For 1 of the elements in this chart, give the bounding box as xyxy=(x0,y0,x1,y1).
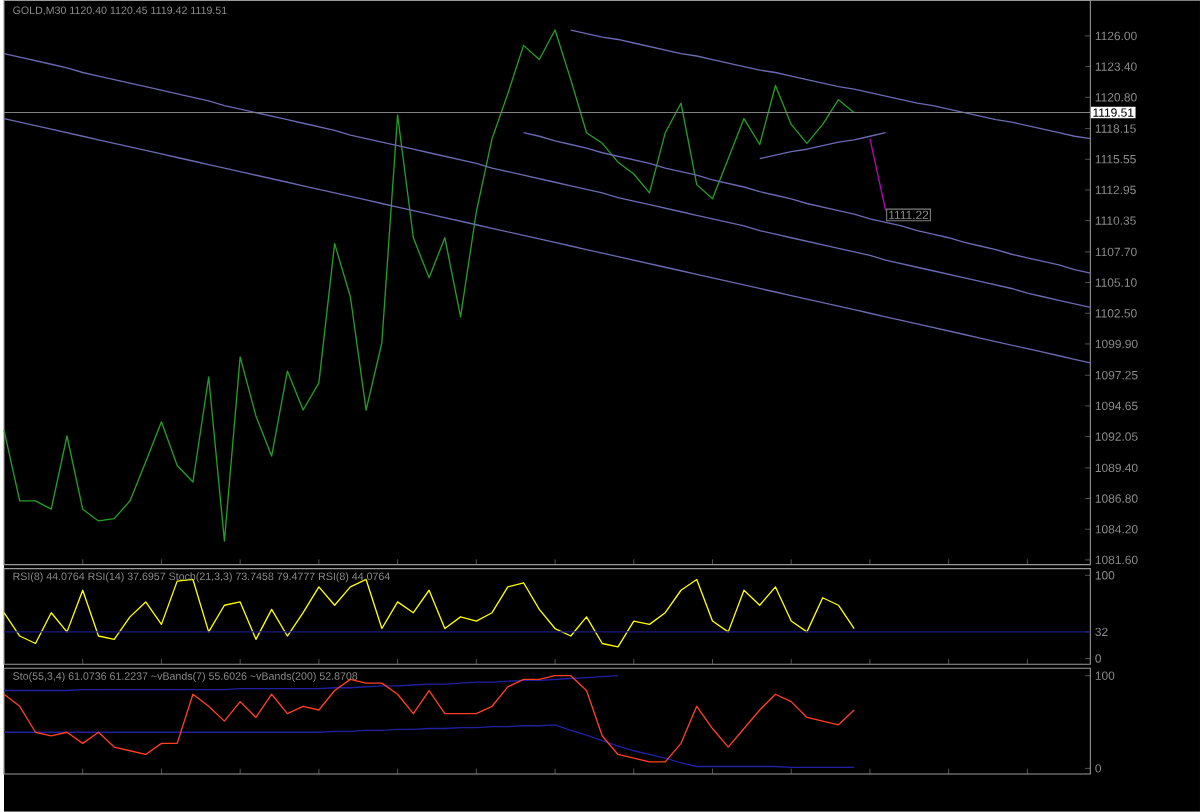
line-series xyxy=(3,29,855,542)
